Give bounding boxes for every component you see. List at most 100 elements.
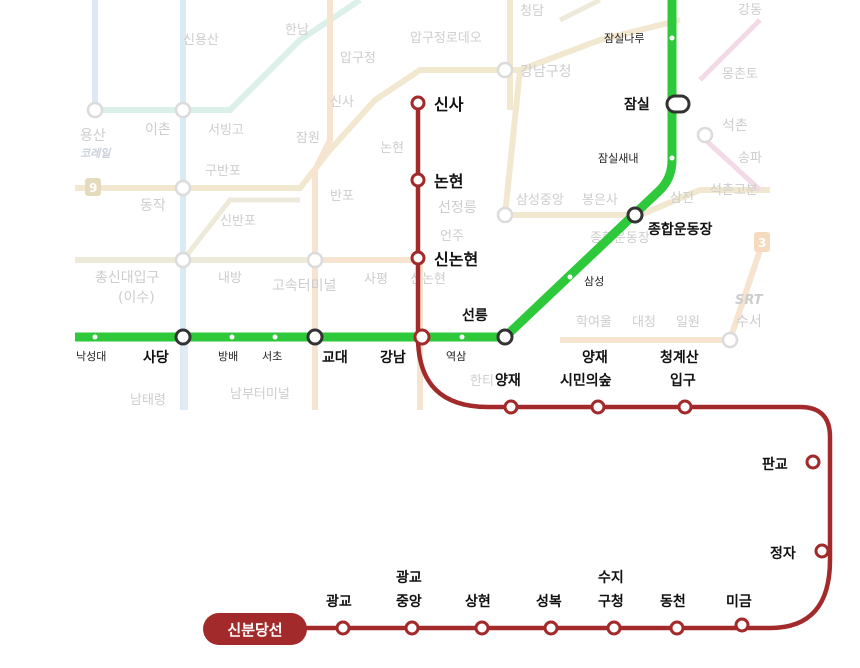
label-gyodae: 교대: [322, 350, 348, 366]
label-seongbok: 성복: [536, 594, 562, 610]
label-yangjae-forest-2: 시민의숲: [560, 372, 612, 389]
station-yangjae-citizens-forest[interactable]: [590, 399, 606, 415]
station-gangnam[interactable]: [413, 328, 431, 346]
line9-badge: 9: [85, 178, 101, 196]
label-nakseongdae: 낙성대: [76, 350, 106, 363]
korail-icon: 코레일: [80, 147, 112, 160]
bg-label-hannam: 한남: [285, 23, 309, 38]
label-yeoksam: 역삼: [446, 350, 466, 363]
bg-label-suseo: 수서: [736, 314, 762, 330]
label-sadang: 사당: [143, 349, 169, 366]
bg-label-seokchon-gobun: 석촌고분: [710, 183, 758, 198]
station-yangjae[interactable]: [503, 399, 519, 415]
bg-label-namtaeryeong: 남태령: [130, 393, 166, 408]
label-seolleung: 선릉: [462, 308, 488, 324]
bg-label-yongsan: 용산: [80, 128, 106, 144]
label-sanghyeon: 상현: [465, 594, 491, 610]
svg-text:코레일: 코레일: [80, 147, 112, 160]
station-migeum[interactable]: [734, 617, 750, 633]
label-cheonggyesan-1: 청계산: [660, 349, 699, 366]
label-jeongja: 정자: [770, 545, 796, 562]
bg-label-samseong-jungang: 삼성중앙: [516, 193, 564, 208]
svg-text:3: 3: [758, 236, 766, 250]
station-nonhyeon[interactable]: [410, 172, 426, 188]
bg-label-dongjak: 동작: [140, 198, 166, 214]
lower-area: [0, 410, 860, 668]
station-cheonggyesan[interactable]: [677, 399, 693, 415]
bg-label-banpo: 반포: [330, 189, 354, 204]
label-sports-complex: 종합운동장: [648, 221, 713, 238]
bg-label-mongchontoseong: 몽촌토: [722, 67, 758, 82]
station-suji[interactable]: [606, 620, 622, 636]
station-pangyo[interactable]: [805, 454, 821, 470]
right-margin: [770, 0, 860, 410]
station-seongbok[interactable]: [543, 620, 559, 636]
bg-label-seobinggo: 서빙고: [208, 123, 244, 138]
label-gwanggyo-jungang-1: 광교: [396, 569, 422, 586]
bg-label-gangnam-gu-office: 강남구청: [520, 64, 572, 80]
label-dongcheon: 동천: [660, 594, 686, 610]
label-yangjae: 양재: [495, 373, 521, 389]
line3-badge: 3: [754, 232, 770, 252]
bg-label-isu: (이수): [118, 290, 155, 306]
label-seocho: 서초: [262, 350, 282, 363]
label-jamsil-saenae: 잠실새내: [598, 152, 638, 165]
bg-label-hagyeoul: 학여울: [576, 315, 612, 330]
bg-label-srt: SRT: [735, 293, 764, 308]
station-sadang[interactable]: [174, 328, 192, 346]
label-jamsil-naru: 잠실나루: [604, 32, 644, 45]
station-gyodae[interactable]: [306, 328, 324, 346]
bg-label-eonju: 언주: [440, 229, 464, 244]
bg-label-seonjeongneung: 선정릉: [438, 200, 477, 216]
bg-label-cheongdam: 청담: [520, 4, 544, 19]
station-dot-jamsil-naru[interactable]: [669, 35, 675, 41]
label-gwanggyo-jungang-2: 중앙: [396, 593, 422, 610]
bg-label-irwon: 일원: [676, 315, 700, 330]
station-gwanggyo-jungang[interactable]: [404, 620, 420, 636]
station-sinsa[interactable]: [410, 95, 426, 111]
bg-label-apgujeong: 압구정: [340, 51, 376, 66]
station-dot-jamsil-saenae[interactable]: [669, 155, 675, 161]
label-suji-2: 구청: [598, 594, 624, 610]
station-seolleung[interactable]: [496, 328, 514, 346]
bg-label-nonhyeon: 논현: [380, 141, 404, 156]
left-margin: [0, 0, 75, 410]
bg-label-samjeon: 삼전: [670, 191, 694, 206]
label-migeum: 미금: [726, 594, 752, 610]
label-pangyo: 판교: [762, 457, 788, 473]
station-dot-nakseongdae[interactable]: [92, 334, 98, 340]
bg-label-gangdong: 강동: [738, 3, 762, 18]
station-sinnonhyeon[interactable]: [410, 250, 426, 266]
label-yangjae-forest-1: 양재: [582, 350, 608, 366]
bg-label-ichon: 이촌: [145, 122, 171, 138]
bg-label-express-terminal: 고속터미널: [272, 278, 336, 294]
bg-label-bongeunsa: 봉은사: [582, 193, 618, 208]
label-cheonggyesan-2: 입구: [670, 373, 696, 389]
svg-text:9: 9: [89, 181, 97, 195]
station-dot-bangbae[interactable]: [229, 334, 235, 340]
station-jamsil[interactable]: [665, 94, 691, 114]
label-sinnonhyeon: 신논현: [434, 250, 478, 269]
bg-label-apgujeong-rodeo: 압구정로데오: [410, 31, 482, 46]
bg-label-gubanpo: 구반포: [205, 164, 241, 179]
sinbundang-badge: 신분당선: [203, 613, 307, 645]
station-dongcheon[interactable]: [669, 620, 685, 636]
bg-label-nambu-terminal: 남부터미널: [230, 387, 290, 402]
bg-label-sinnonhyeon: 신논현: [410, 272, 446, 287]
bg-label-hanti: 한티: [470, 374, 494, 389]
label-nonhyeon: 논현: [434, 172, 463, 191]
label-jamsil: 잠실: [624, 96, 650, 113]
station-sanghyeon[interactable]: [474, 620, 490, 636]
station-dot-yeoksam[interactable]: [459, 334, 465, 340]
sinbundang-route: [300, 103, 833, 631]
label-samseong: 삼성: [584, 275, 604, 288]
station-sports-complex[interactable]: [626, 206, 644, 224]
station-dot-samseong[interactable]: [567, 274, 573, 280]
bg-label-chongsin: 총신대입구: [95, 270, 160, 286]
station-jeongja[interactable]: [814, 543, 830, 559]
station-gwanggyo[interactable]: [335, 620, 351, 636]
label-suji-1: 수지: [598, 570, 624, 586]
station-dot-seocho[interactable]: [272, 334, 278, 340]
line2-route: [75, 0, 677, 342]
